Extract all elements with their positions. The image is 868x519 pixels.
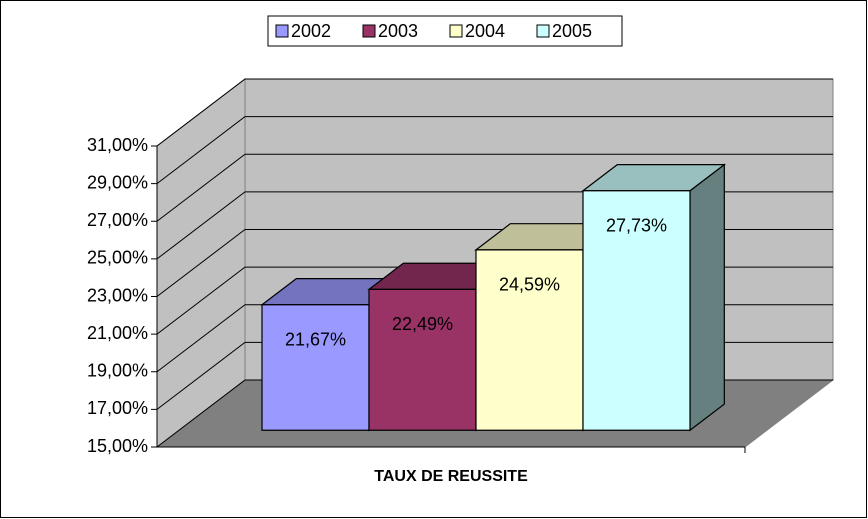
- legend-box: [267, 15, 623, 47]
- y-tick-label: 25,00%: [87, 248, 148, 268]
- y-tick-label: 15,00%: [87, 436, 148, 456]
- grid-line: [156, 153, 833, 222]
- bar-side: [689, 163, 725, 432]
- y-tick-label: 21,00%: [87, 323, 148, 343]
- data-label: 27,73%: [606, 216, 667, 236]
- data-label: 21,67%: [285, 330, 346, 350]
- data-label: 22,49%: [392, 314, 453, 334]
- bar-front: [261, 304, 370, 431]
- bar-front: [582, 190, 691, 431]
- legend-label: 2005: [552, 21, 592, 41]
- legend-swatch: [449, 24, 463, 38]
- legend-label: 2003: [378, 21, 418, 41]
- legend-swatch: [362, 24, 376, 38]
- grid-line: [156, 116, 833, 185]
- y-tick-label: 29,00%: [87, 172, 148, 192]
- y-tick-label: 19,00%: [87, 361, 148, 381]
- x-tick-label: TAUX DE REUSSITE: [374, 468, 528, 485]
- y-tick-label: 27,00%: [87, 210, 148, 230]
- legend-label: 2004: [465, 21, 505, 41]
- legend-swatch: [275, 24, 289, 38]
- legend-label: 2002: [291, 21, 331, 41]
- grid-line: [156, 78, 833, 147]
- bar: [581, 163, 727, 432]
- y-tick-label: 17,00%: [87, 398, 148, 418]
- y-tick-label: 23,00%: [87, 285, 148, 305]
- bar-front: [368, 288, 477, 431]
- data-label: 24,59%: [499, 275, 560, 295]
- legend-swatch: [536, 24, 550, 38]
- y-tick-label: 31,00%: [87, 135, 148, 155]
